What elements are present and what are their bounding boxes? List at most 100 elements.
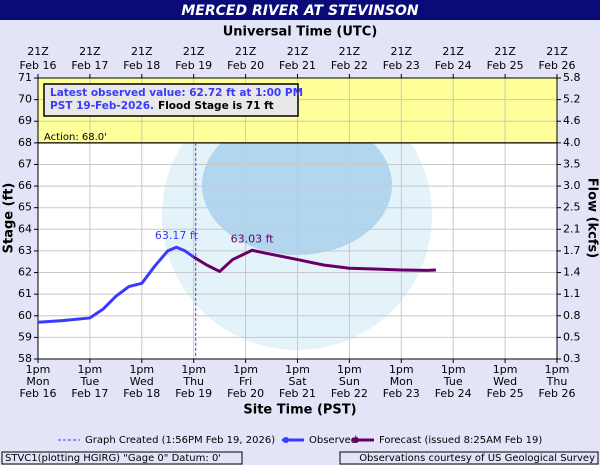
- x-tick-label: 1pm: [545, 363, 570, 376]
- x2-tick-label: Feb 24: [435, 59, 472, 72]
- x-tick-label: Wed: [130, 375, 154, 388]
- legend-swatch: [283, 437, 289, 443]
- annotation-line: Latest observed value: 62.72 ft at 1:00 …: [50, 87, 303, 99]
- x-tick-label: Feb 24: [435, 387, 472, 400]
- y2-tick-label: 0.8: [563, 309, 581, 322]
- x-axis-title: Site Time (PST): [243, 403, 356, 418]
- y-tick-label: 70: [18, 93, 32, 106]
- x-tick-label: 1pm: [78, 363, 103, 376]
- x2-tick-label: Feb 19: [175, 59, 212, 72]
- y-tick-label: 68: [18, 136, 32, 149]
- series-line: [37, 245, 195, 324]
- x-tick-label: Feb 22: [331, 387, 368, 400]
- x2-tick-label: 21Z: [339, 45, 361, 58]
- y-tick-label: 59: [18, 330, 32, 343]
- y2-tick-label: 2.5: [563, 201, 581, 214]
- action-label: Action: 68.0': [44, 132, 107, 143]
- legend-label: Graph Created (1:56PM Feb 19, 2026): [85, 435, 275, 446]
- x-tick-label: Thu: [546, 375, 568, 388]
- x-tick-label: Sun: [339, 375, 360, 388]
- x2-tick-label: Feb 25: [487, 59, 524, 72]
- y-tick-label: 71: [18, 71, 32, 84]
- y2-axis-title: Flow (kcfs): [585, 178, 600, 258]
- x-tick-label: Feb 23: [383, 387, 420, 400]
- y-tick-label: 65: [18, 201, 32, 214]
- y2-tick-label: 3.0: [563, 179, 581, 192]
- x-tick-label: Tue: [80, 375, 100, 388]
- x2-tick-label: Feb 22: [331, 59, 368, 72]
- x-tick-label: Feb 21: [279, 387, 316, 400]
- footer-right: Observations courtesy of US Geological S…: [359, 453, 595, 464]
- x-tick-label: Feb 19: [175, 387, 212, 400]
- y-tick-label: 69: [18, 114, 32, 127]
- y-tick-label: 58: [18, 352, 32, 365]
- x-tick-label: Wed: [493, 375, 517, 388]
- y2-tick-label: 0.3: [563, 352, 581, 365]
- x-tick-label: 1pm: [181, 363, 206, 376]
- footer-left: STVC1(plotting HGIRG) "Gage 0" Datum: 0': [5, 453, 221, 464]
- x-tick-label: 1pm: [129, 363, 154, 376]
- y2-tick-label: 1.7: [563, 244, 581, 257]
- x-tick-label: 1pm: [337, 363, 362, 376]
- x2-tick-label: 21Z: [287, 45, 309, 58]
- legend-swatch: [353, 437, 359, 443]
- x-tick-label: Feb 17: [71, 387, 108, 400]
- x2-tick-label: 21Z: [27, 45, 49, 58]
- x2-tick-label: Feb 16: [20, 59, 57, 72]
- y2-tick-label: 5.8: [563, 71, 581, 84]
- y-tick-label: 64: [18, 222, 32, 235]
- x-tick-label: Sat: [288, 375, 307, 388]
- y2-tick-label: 0.5: [563, 330, 581, 343]
- x-tick-label: 1pm: [26, 363, 51, 376]
- x2-tick-label: Feb 17: [71, 59, 108, 72]
- x-tick-label: Feb 18: [123, 387, 160, 400]
- x2-tick-label: Feb 18: [123, 59, 160, 72]
- y-tick-label: 60: [18, 309, 32, 322]
- annotation-box: [43, 83, 299, 117]
- plot-frame: [37, 77, 558, 360]
- value-label: 63.17 ft: [155, 229, 199, 242]
- y-tick-label: 61: [18, 287, 32, 300]
- annotation-line: PST 19-Feb-2026. Flood Stage is 71 ft: [50, 100, 274, 112]
- x-tick-label: 1pm: [285, 363, 310, 376]
- x-tick-label: Feb 20: [227, 387, 264, 400]
- x-tick-label: Mon: [390, 375, 413, 388]
- annotation-line: Flood Stage is 71 ft: [158, 100, 274, 112]
- x-tick-label: Feb 25: [487, 387, 524, 400]
- y2-tick-label: 3.5: [563, 157, 581, 170]
- x-tick-label: 1pm: [441, 363, 466, 376]
- footer-box: [339, 451, 599, 465]
- x-tick-label: 1pm: [233, 363, 258, 376]
- y-tick-label: 66: [18, 179, 32, 192]
- y-tick-label: 63: [18, 244, 32, 257]
- y2-tick-label: 1.1: [563, 287, 581, 300]
- x-tick-label: Mon: [26, 375, 49, 388]
- x-tick-label: Tue: [443, 375, 463, 388]
- x2-tick-label: Feb 23: [383, 59, 420, 72]
- x2-tick-label: Feb 20: [227, 59, 264, 72]
- x-tick-label: Thu: [182, 375, 204, 388]
- legend-label: Observed: [309, 435, 357, 446]
- y2-tick-label: 4.0: [563, 136, 581, 149]
- x2-tick-label: 21Z: [391, 45, 413, 58]
- x-tick-label: Fri: [239, 375, 252, 388]
- annotation-line: PST 19-Feb-2026.: [50, 100, 154, 112]
- y-tick-label: 62: [18, 266, 32, 279]
- y2-tick-label: 1.4: [563, 266, 581, 279]
- y2-tick-label: 2.1: [563, 222, 581, 235]
- x-tick-label: Feb 16: [20, 387, 57, 400]
- x2-tick-label: 21Z: [79, 45, 101, 58]
- x2-tick-label: 21Z: [546, 45, 568, 58]
- y-axis-title: Stage (ft): [2, 183, 17, 254]
- series-line: [192, 248, 436, 273]
- x2-tick-label: 21Z: [235, 45, 257, 58]
- y-tick-label: 67: [18, 157, 32, 170]
- x2-tick-label: Feb 26: [539, 59, 576, 72]
- title-bar: [0, 0, 600, 20]
- x-tick-label: 1pm: [389, 363, 414, 376]
- x2-tick-label: 21Z: [442, 45, 464, 58]
- x-tick-label: Feb 26: [539, 387, 576, 400]
- y2-tick-label: 5.2: [563, 93, 581, 106]
- chart-title: MERCED RIVER AT STEVINSON: [181, 3, 419, 19]
